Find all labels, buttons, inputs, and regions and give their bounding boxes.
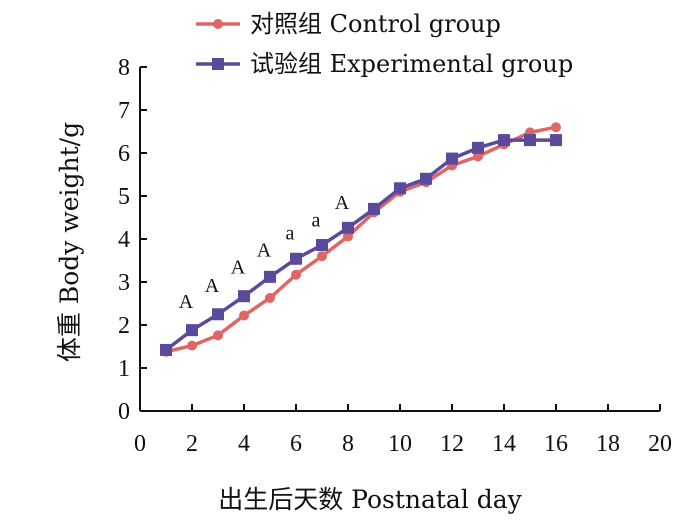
data-point — [394, 182, 406, 195]
data-point — [498, 134, 510, 147]
legend-marker — [213, 19, 223, 29]
y-axis-title: 体重 Body weight/g — [55, 122, 84, 362]
data-point — [446, 152, 458, 165]
y-tick-label: 0 — [118, 399, 130, 425]
legend-label: 试验组 Experimental group — [250, 50, 573, 78]
legend: 对照组 Control group 试验组 Experimental group — [196, 10, 573, 78]
data-point — [160, 343, 172, 356]
series-line — [165, 125, 557, 354]
data-point — [264, 270, 276, 283]
x-tick-label: 8 — [342, 431, 354, 457]
x-axis-title: 出生后天数 Postnatal day — [218, 485, 522, 514]
data-point — [213, 330, 223, 341]
x-tick-label: 12 — [440, 431, 464, 457]
data-point — [342, 221, 354, 234]
data-point — [420, 172, 432, 185]
data-point — [473, 151, 483, 162]
data-point — [239, 310, 249, 321]
significance-label: A — [179, 291, 194, 313]
legend-label: 对照组 Control group — [250, 10, 501, 38]
data-point — [186, 324, 198, 337]
data-point — [343, 231, 353, 242]
legend-item-control: 对照组 Control group — [196, 10, 501, 38]
data-point — [368, 202, 380, 215]
legend-item-experimental: 试验组 Experimental group — [196, 50, 573, 78]
data-point — [317, 251, 327, 262]
y-tick-label: 6 — [118, 141, 130, 167]
significance-label: a — [312, 209, 321, 231]
data-point — [238, 290, 250, 303]
data-point — [265, 292, 275, 303]
data-point — [316, 239, 328, 252]
data-point — [472, 141, 484, 154]
y-tick-label: 1 — [118, 356, 130, 382]
y-tick-label: 7 — [118, 98, 130, 124]
series-control — [161, 122, 561, 357]
x-tick-label: 10 — [388, 431, 412, 457]
data-point — [212, 308, 224, 321]
x-tick-label: 14 — [492, 431, 516, 457]
x-tick-label: 16 — [544, 431, 568, 457]
significance-label: A — [205, 275, 220, 297]
y-tick-label: 4 — [118, 227, 130, 253]
series-layer — [160, 122, 562, 357]
y-tick-label: 3 — [118, 270, 130, 296]
data-point — [551, 122, 561, 133]
data-point — [291, 269, 301, 280]
data-point — [550, 134, 562, 147]
significance-label: A — [231, 257, 246, 279]
data-point — [290, 252, 302, 265]
significance-label: a — [286, 222, 295, 244]
data-point — [524, 134, 536, 147]
y-tick-label: 2 — [118, 313, 130, 339]
x-tick-label: 4 — [238, 431, 250, 457]
y-tick-label: 8 — [118, 55, 130, 81]
x-tick-label: 6 — [290, 431, 302, 457]
x-tick-label: 20 — [648, 431, 672, 457]
series-experimental — [160, 134, 562, 356]
x-tick-label: 2 — [186, 431, 198, 457]
significance-label: A — [257, 240, 272, 262]
x-tick-label: 18 — [596, 431, 620, 457]
legend-marker — [212, 58, 224, 70]
x-tick-label: 0 — [134, 431, 146, 457]
significance-label: A — [335, 192, 350, 214]
data-point — [187, 340, 197, 351]
y-tick-label: 5 — [118, 184, 130, 210]
series-line — [164, 138, 556, 352]
